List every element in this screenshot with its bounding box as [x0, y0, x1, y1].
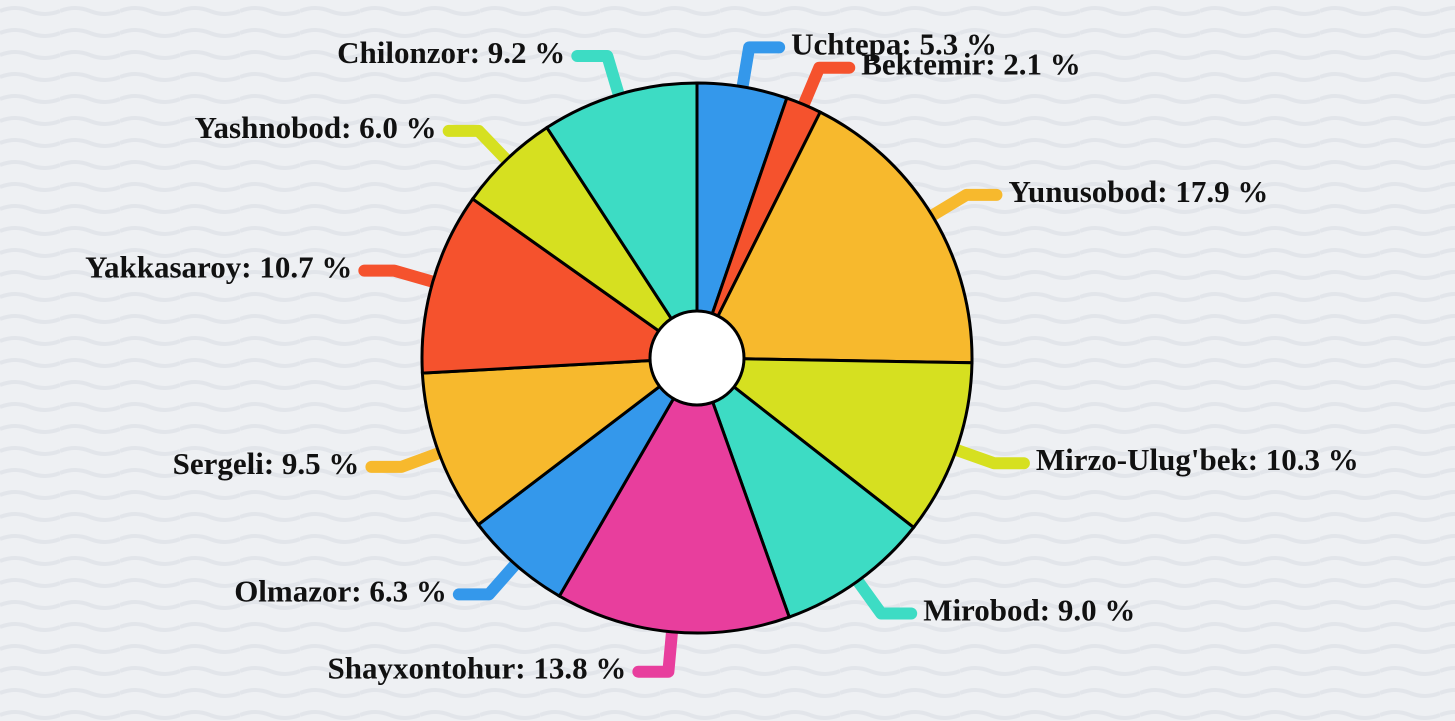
center-hole [648, 309, 746, 407]
value-label: 2.1 % [1003, 47, 1081, 82]
category-name: Yakkasaroy [85, 250, 242, 285]
value-label: 9.5 % [282, 446, 360, 481]
leader-line [848, 571, 918, 620]
category-name: Mirobod [923, 593, 1040, 628]
leader-line [358, 264, 444, 290]
value-label: 5.3 % [919, 26, 997, 61]
separator: : [1157, 174, 1175, 209]
value-label: 6.0 % [359, 110, 437, 145]
separator: : [241, 250, 259, 285]
leader-line [921, 188, 1003, 225]
category-name: Sergeli [173, 446, 265, 481]
separator: : [1040, 593, 1058, 628]
leader-line [365, 445, 450, 473]
category-name: Uchtepa [791, 26, 902, 61]
separator: : [470, 35, 488, 70]
slice-label: Yakkasaroy: 10.7 % [85, 250, 352, 285]
leader-line [735, 41, 786, 98]
slice-label: Chilonzor: 9.2 % [337, 35, 565, 70]
separator: : [901, 26, 919, 61]
slice-label: Sergeli: 9.5 % [173, 446, 360, 481]
category-name: Shayxontohur [327, 651, 515, 686]
leader-line [632, 620, 679, 678]
leader-line [571, 50, 627, 106]
slice-label: Yunusobod: 17.9 % [1008, 174, 1268, 209]
pie-slice [692, 356, 974, 530]
separator: : [351, 574, 369, 609]
separator: : [264, 446, 282, 481]
slice-label: Olmazor: 6.3 % [234, 574, 447, 609]
leader-line [795, 61, 856, 116]
slice-label: Bektemir: 2.1 % [861, 47, 1081, 82]
category-name: Mirzo-Ulug'bek [1036, 442, 1249, 477]
value-label: 9.2 % [488, 35, 566, 70]
leader-line [452, 554, 525, 601]
category-name: Chilonzor [337, 35, 470, 70]
value-label: 13.8 % [533, 651, 626, 686]
value-label: 10.3 % [1266, 442, 1359, 477]
category-name: Olmazor [234, 574, 351, 609]
value-label: 9.0 % [1058, 593, 1136, 628]
value-label: 6.3 % [369, 574, 447, 609]
slice-label: Mirzo-Ulug'bek: 10.3 % [1036, 442, 1359, 477]
separator: : [341, 110, 359, 145]
pie-slice [693, 353, 916, 619]
category-name: Yashnobod [195, 110, 341, 145]
separator: : [515, 651, 533, 686]
pie-slice [420, 196, 702, 375]
leader-line [945, 442, 1030, 470]
slice-label: Mirobod: 9.0 % [923, 593, 1135, 628]
value-label: 17.9 % [1175, 174, 1268, 209]
pie-slice [557, 354, 792, 635]
separator: : [985, 47, 1003, 82]
leader-line [442, 124, 516, 170]
category-name: Bektemir [861, 47, 985, 82]
slice-label: Shayxontohur: 13.8 % [327, 651, 626, 686]
pie-slice [420, 356, 702, 527]
value-label: 10.7 % [259, 250, 352, 285]
pie-slice [544, 81, 699, 364]
slice-label: Yashnobod: 6.0 % [195, 110, 437, 145]
category-name: Yunusobod [1008, 174, 1157, 209]
slice-label: Uchtepa: 5.3 % [791, 26, 997, 61]
pie-slice [694, 110, 974, 365]
separator: : [1248, 442, 1266, 477]
